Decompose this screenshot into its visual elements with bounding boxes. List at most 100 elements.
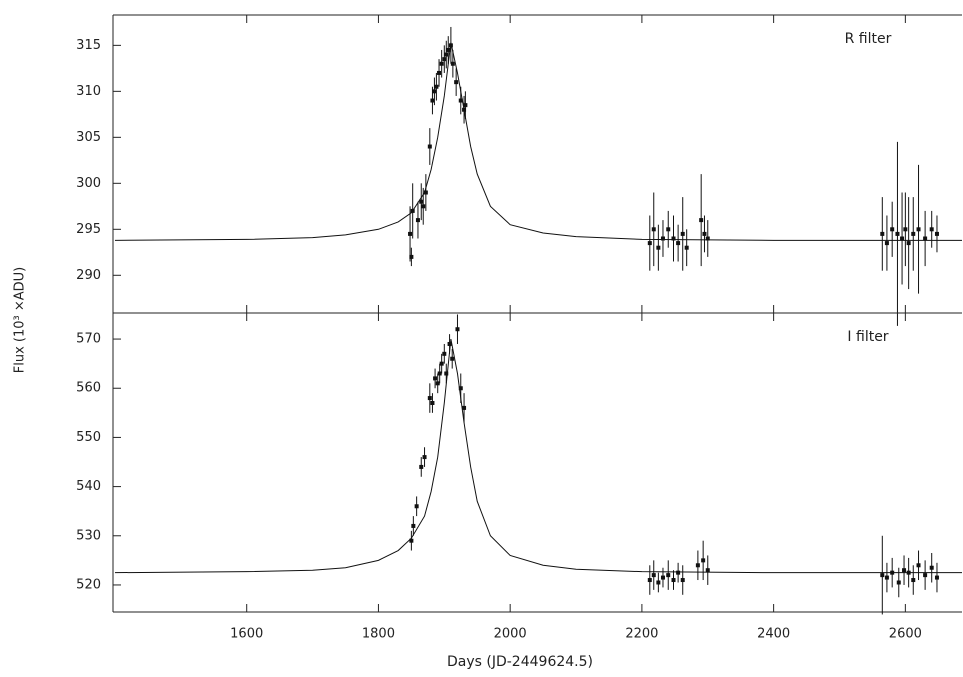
panel-annotation: I filter: [847, 329, 888, 345]
data-point: [684, 245, 689, 250]
data-point: [680, 578, 685, 583]
data-point: [916, 227, 921, 232]
data-point: [701, 558, 706, 563]
data-point: [435, 381, 440, 386]
y-tick-label: 550: [76, 430, 101, 445]
data-point: [444, 52, 449, 57]
data-point: [437, 70, 442, 75]
data-point: [676, 241, 681, 246]
data-point: [427, 396, 432, 401]
data-point: [419, 199, 424, 204]
data-point: [895, 231, 900, 236]
data-point: [884, 575, 889, 580]
data-point: [454, 80, 459, 85]
data-point: [695, 563, 700, 568]
data-point: [421, 204, 426, 209]
y-tick-label: 300: [76, 176, 101, 191]
data-point: [462, 405, 467, 410]
y-tick-label: 305: [76, 130, 101, 145]
data-point: [651, 227, 656, 232]
data-point: [656, 245, 661, 250]
data-point: [890, 227, 895, 232]
data-point: [934, 231, 939, 236]
data-point: [660, 236, 665, 241]
data-point: [923, 236, 928, 241]
data-point: [422, 455, 427, 460]
y-tick-label: 570: [76, 332, 101, 347]
data-point: [442, 57, 447, 62]
panel-annotation: R filter: [845, 31, 892, 47]
x-tick-label: 2000: [494, 627, 527, 642]
data-point: [458, 98, 463, 103]
model-curve: [114, 338, 962, 574]
data-point: [463, 103, 468, 108]
data-point: [647, 578, 652, 583]
data-point: [430, 400, 435, 405]
data-point: [439, 61, 444, 66]
data-point: [929, 227, 934, 232]
data-point: [702, 231, 707, 236]
x-tick-label: 1600: [230, 627, 263, 642]
data-point: [906, 570, 911, 575]
y-tick-label: 290: [76, 268, 101, 283]
x-tick-label: 2400: [757, 627, 790, 642]
data-point: [929, 565, 934, 570]
y-tick-label: 540: [76, 479, 101, 494]
data-point: [433, 376, 438, 381]
data-point: [419, 464, 424, 469]
data-point: [699, 218, 704, 223]
data-point: [902, 568, 907, 573]
data-point: [671, 236, 676, 241]
data-point: [676, 570, 681, 575]
y-tick-label: 295: [76, 222, 101, 237]
data-point: [427, 144, 432, 149]
data-point: [934, 575, 939, 580]
data-point: [437, 371, 442, 376]
data-point: [430, 98, 435, 103]
x-tick-label: 2200: [625, 627, 658, 642]
data-point: [448, 43, 453, 48]
y-tick-label: 520: [76, 577, 101, 592]
y-tick-label: 315: [76, 38, 101, 53]
x-axis-label: Days (JD-2449624.5): [447, 654, 593, 670]
y-tick-label: 310: [76, 84, 101, 99]
x-tick-label: 1800: [362, 627, 395, 642]
data-point: [450, 61, 455, 66]
data-point: [409, 254, 414, 259]
data-point: [884, 241, 889, 246]
data-point: [447, 341, 452, 346]
data-point: [647, 241, 652, 246]
data-point: [458, 386, 463, 391]
data-point: [880, 573, 885, 578]
data-point: [651, 573, 656, 578]
data-point: [911, 231, 916, 236]
data-point: [923, 573, 928, 578]
data-point: [410, 208, 415, 213]
data-point: [911, 578, 916, 583]
data-point: [408, 231, 413, 236]
data-point: [411, 523, 416, 528]
data-point: [890, 570, 895, 575]
data-point: [450, 356, 455, 361]
y-axis-label: Flux (10³ ×ADU): [13, 267, 28, 374]
data-point: [434, 84, 439, 89]
data-point: [903, 227, 908, 232]
data-point: [660, 575, 665, 580]
data-point: [409, 538, 414, 543]
data-point: [705, 568, 710, 573]
data-point: [462, 107, 467, 112]
data-point: [666, 573, 671, 578]
data-point: [880, 231, 885, 236]
data-point: [906, 241, 911, 246]
data-point: [444, 371, 449, 376]
y-tick-label: 530: [76, 528, 101, 543]
data-point: [439, 361, 444, 366]
data-point: [656, 580, 661, 585]
model-curve: [114, 42, 962, 241]
data-point: [680, 231, 685, 236]
data-point: [432, 89, 437, 94]
x-tick-label: 2600: [889, 627, 922, 642]
data-point: [671, 578, 676, 583]
data-point: [414, 504, 419, 509]
